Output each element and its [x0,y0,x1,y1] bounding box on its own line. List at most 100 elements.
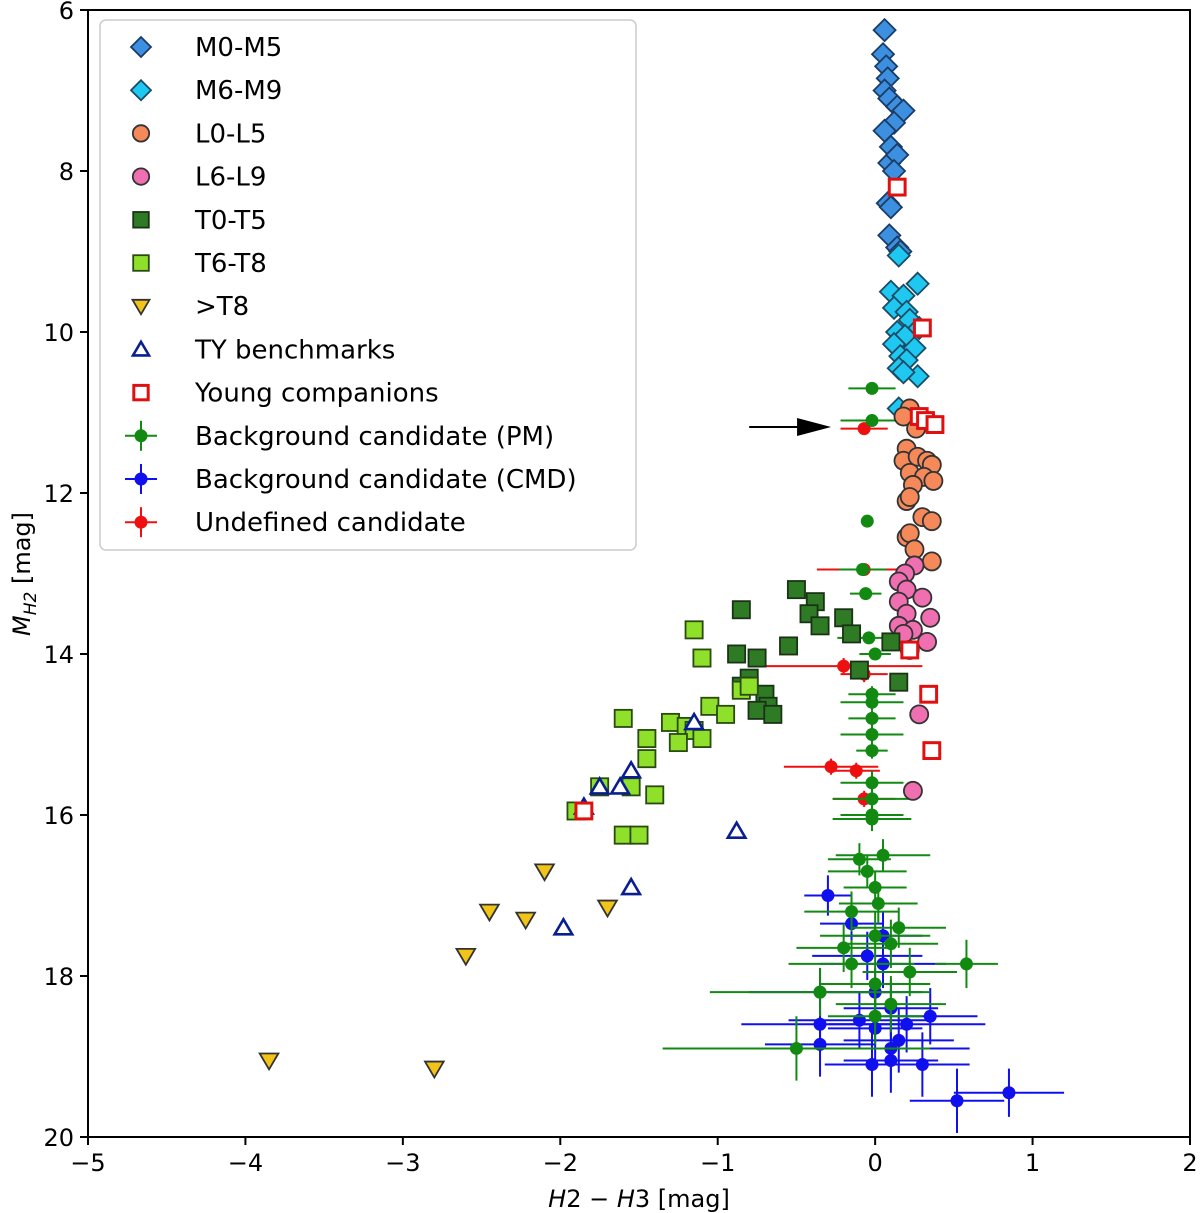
point-marker [716,704,736,724]
series-4 [727,580,909,724]
errorbar-point [840,422,888,436]
point-marker [892,1033,906,1047]
legend: M0-M5 M6-M9 L0-L5 L6-L9 T0-T5 T6-T8 >T8 TY benc… [99,19,637,551]
point-marker [909,704,930,725]
series-6 [258,863,619,1080]
arrow-head [797,417,832,436]
errorbar-point [848,710,896,727]
point-marker [613,708,633,728]
point-marker [868,977,882,991]
point-marker [789,1041,803,1055]
errorbar-point [849,587,882,601]
point-marker [821,889,835,902]
point-marker [478,903,501,923]
x-tick-label: −1 [700,1149,735,1177]
legend-entry: L0-L5 [131,119,266,149]
point-marker [837,659,851,673]
series-8 [574,177,945,821]
point-marker [868,880,882,894]
point-marker [865,381,879,395]
x-tick-label: −2 [543,1149,578,1177]
errorbar-point [709,967,931,1017]
point-marker [920,607,941,628]
point-marker [786,580,806,600]
legend-label: >T8 [195,292,249,322]
point-marker [868,647,882,661]
point-marker [747,700,767,720]
x-tick-label: −5 [70,1149,105,1177]
point-marker [725,820,748,840]
y-tick-label: 16 [43,802,74,830]
legend-entry: TY benchmarks [130,335,395,365]
point-marker [891,359,916,385]
legend-label: L6-L9 [195,163,266,193]
errorbar-point [840,694,904,711]
errorbar-point [843,1008,954,1073]
legend-entry: L6-L9 [131,163,266,193]
plot-frame [87,9,1191,1138]
errorbar-point [820,911,931,960]
point-marker [862,631,876,645]
point-marker [727,644,747,664]
point-marker [950,1094,964,1108]
point-marker [912,318,932,338]
y-tick-label: 12 [43,480,74,508]
legend-marker [132,254,150,272]
errorbar-point [835,839,931,872]
legend-marker [134,429,148,443]
x-tick-label: −4 [228,1149,263,1177]
x-tick-label: −3 [385,1149,420,1177]
errorbar-point [862,947,958,997]
data-points [88,10,1190,1137]
y-axis-label: MH2 [mag] [8,512,41,636]
x-tick-label: 0 [868,1149,883,1177]
legend-marker [131,167,151,186]
point-marker [684,620,704,640]
point-marker [661,712,680,732]
legend-marker [131,124,151,143]
point-marker [258,1052,280,1072]
point-marker [865,711,879,725]
point-marker [871,897,885,911]
y-tick-label: 14 [43,641,74,669]
point-marker [889,672,909,692]
errorbar-point [851,907,946,948]
errorbar-point [953,1068,1065,1117]
point-marker [731,600,751,620]
legend-marker [129,78,153,102]
legend-entry: M0-M5 [129,33,282,63]
point-marker [856,562,870,576]
series-2 [893,398,944,572]
point-marker [905,271,930,296]
point-marker [613,825,633,845]
point-marker [637,729,657,749]
y-tick-label: 20 [43,1124,74,1152]
point-marker [884,997,898,1011]
point-marker [860,949,874,963]
point-marker [865,744,879,758]
point-marker [878,194,904,220]
errorbar-point [838,562,887,576]
errorbar-point [788,939,915,989]
y-tick-label: 8 [59,158,74,186]
legend-label: T6-T8 [194,249,267,279]
legend-entry: T0-T5 [132,206,267,236]
point-marker [596,899,619,919]
legend-entry: >T8 [130,292,249,322]
legend-marker [132,383,150,402]
errorbar-point [827,855,907,888]
point-marker [645,785,665,805]
point-marker [881,632,901,652]
point-marker [810,616,830,636]
point-marker [454,947,477,967]
point-marker [588,775,611,795]
errorbar-point [827,988,923,1045]
point-marker [845,957,859,971]
errorbar-point [835,976,946,1033]
series-5 [566,620,759,845]
errorbar-point [804,891,899,932]
errorbar-point [840,414,904,428]
point-marker [849,660,869,680]
point-marker [739,676,759,696]
point-marker [868,1009,882,1023]
